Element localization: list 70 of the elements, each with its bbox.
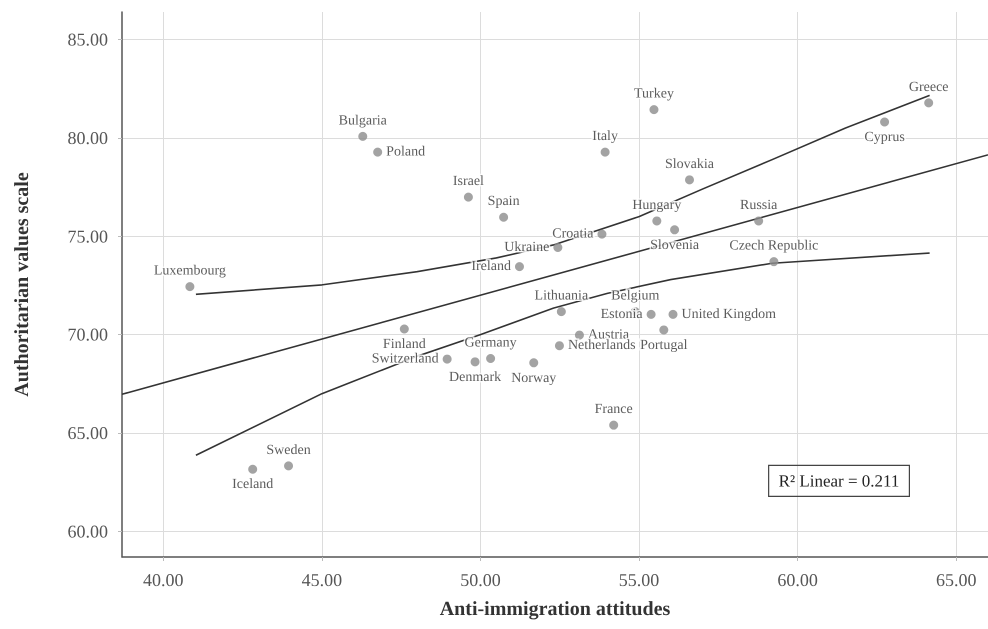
data-label: Belgium xyxy=(611,288,660,304)
point xyxy=(609,420,618,430)
data-label: Denmark xyxy=(449,370,502,385)
data-label: France xyxy=(594,402,633,418)
point xyxy=(649,105,658,114)
data-label: Sweden xyxy=(266,442,311,458)
point xyxy=(554,341,564,350)
data-label: Lithuania xyxy=(534,288,589,304)
point xyxy=(556,307,566,316)
data-label: Turkey xyxy=(634,86,674,102)
point xyxy=(400,324,409,334)
x-tick-label: 45.00 xyxy=(302,570,342,590)
x-tick-label: 55.00 xyxy=(618,570,660,590)
point xyxy=(373,148,382,157)
x-tick-label: 65.00 xyxy=(936,570,977,590)
point xyxy=(529,358,538,368)
point xyxy=(659,325,668,334)
x-tick-label: 50.00 xyxy=(460,570,501,590)
y-tick-label: 75.00 xyxy=(68,226,108,246)
point xyxy=(442,354,452,364)
data-label: Germany xyxy=(464,335,517,350)
data-label: Cyprus xyxy=(864,130,905,145)
point xyxy=(685,175,694,184)
point xyxy=(668,310,678,319)
data-label: Ireland xyxy=(471,259,511,274)
x-axis-title: Anti-immigration attitudes xyxy=(440,598,670,620)
data-label: Iceland xyxy=(232,477,274,492)
data-label: Israel xyxy=(452,174,484,190)
data-label: Greece xyxy=(908,80,948,95)
data-label: Norway xyxy=(511,370,556,386)
point xyxy=(652,216,662,226)
y-tick-label: 70.00 xyxy=(68,324,108,345)
point xyxy=(597,230,606,239)
data-label: Portugal xyxy=(640,338,688,353)
point xyxy=(284,461,294,470)
point xyxy=(670,225,680,234)
data-label: Estonia xyxy=(600,306,644,322)
point xyxy=(248,464,258,474)
point xyxy=(646,310,656,319)
data-label: Bulgaria xyxy=(338,113,388,128)
data-label: Finland xyxy=(382,336,426,352)
point xyxy=(880,117,890,126)
point xyxy=(464,192,473,202)
data-label: Spain xyxy=(488,194,520,210)
y-tick-label: 80.00 xyxy=(68,128,108,148)
point xyxy=(499,212,508,222)
data-label: Italy xyxy=(592,129,618,144)
point xyxy=(754,216,764,226)
y-tick-label: 60.00 xyxy=(68,521,108,542)
x-tick-label: 40.00 xyxy=(142,570,184,590)
data-label: Russia xyxy=(740,198,778,213)
data-label: Czech Republic xyxy=(729,238,818,254)
point xyxy=(769,257,778,266)
point xyxy=(486,354,496,363)
point xyxy=(470,357,480,366)
point xyxy=(553,243,562,252)
point xyxy=(358,132,368,141)
data-label: Slovakia xyxy=(665,156,715,172)
point xyxy=(185,282,194,292)
data-label: United Kingdom xyxy=(682,306,776,322)
data-label: Luxembourg xyxy=(154,264,226,279)
point xyxy=(924,98,934,108)
annotation: R² Linear = 0.211 xyxy=(778,471,900,490)
y-tick-label: 65.00 xyxy=(68,423,108,444)
x-tick-label: 60.00 xyxy=(777,570,818,590)
data-label: Poland xyxy=(386,144,426,160)
point xyxy=(600,148,610,157)
point xyxy=(514,262,524,272)
y-axis-title: Authoritarian values scale xyxy=(11,172,33,397)
y-tick-label: 85.00 xyxy=(68,30,108,50)
